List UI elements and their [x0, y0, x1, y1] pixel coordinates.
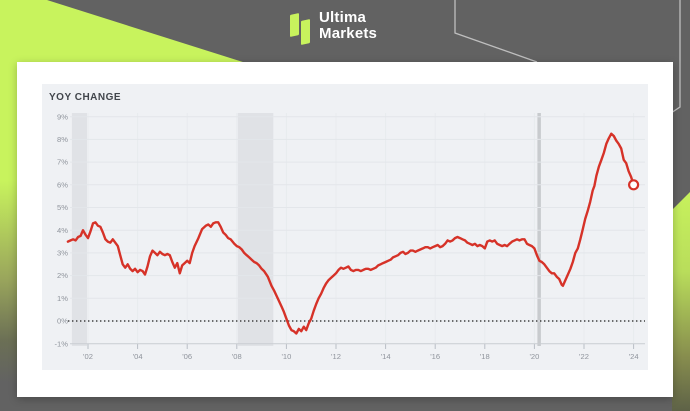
brand-line-1: Ultima	[319, 9, 367, 26]
y-tick-label: 5%	[57, 203, 68, 212]
end-marker	[627, 179, 640, 191]
y-tick-label: 9%	[57, 112, 68, 121]
y-tick-label: 1%	[57, 294, 68, 303]
x-tick-label: '02	[83, 352, 93, 361]
x-tick-label: '18	[480, 352, 490, 361]
x-tick-label: '12	[331, 352, 341, 361]
x-tick-label: '04	[133, 352, 143, 361]
brand-line-2: Markets	[319, 25, 378, 42]
x-tick-label: '10	[281, 352, 291, 361]
chart-title: YOY CHANGE	[49, 92, 122, 103]
left-lime-strip-decoration	[0, 62, 17, 411]
y-tick-label: 7%	[57, 158, 68, 167]
right-lime-strip-decoration	[672, 192, 690, 411]
y-tick-label: 0%	[57, 317, 68, 326]
y-tick-label: 6%	[57, 180, 68, 189]
recession-band	[237, 113, 274, 346]
x-tick-label: '06	[182, 352, 192, 361]
x-tick-label: '14	[381, 352, 391, 361]
x-tick-label: '22	[579, 352, 589, 361]
recession-band	[537, 113, 541, 346]
series-line	[66, 132, 635, 335]
plot-panel	[42, 84, 648, 370]
y-tick-label: -1%	[54, 339, 68, 348]
x-tick-label: '24	[629, 352, 639, 361]
x-tick-label: '16	[430, 352, 440, 361]
brand-wordmark: Ultima Markets	[319, 10, 377, 42]
recession-band	[71, 113, 87, 346]
brand-logo: Ultima Markets	[289, 10, 377, 50]
y-tick-label: 8%	[57, 135, 68, 144]
x-tick-label: '08	[232, 352, 242, 361]
y-tick-label: 3%	[57, 249, 68, 258]
x-tick-label: '20	[529, 352, 539, 361]
y-tick-label: 4%	[57, 226, 68, 235]
y-tick-label: 2%	[57, 271, 68, 280]
